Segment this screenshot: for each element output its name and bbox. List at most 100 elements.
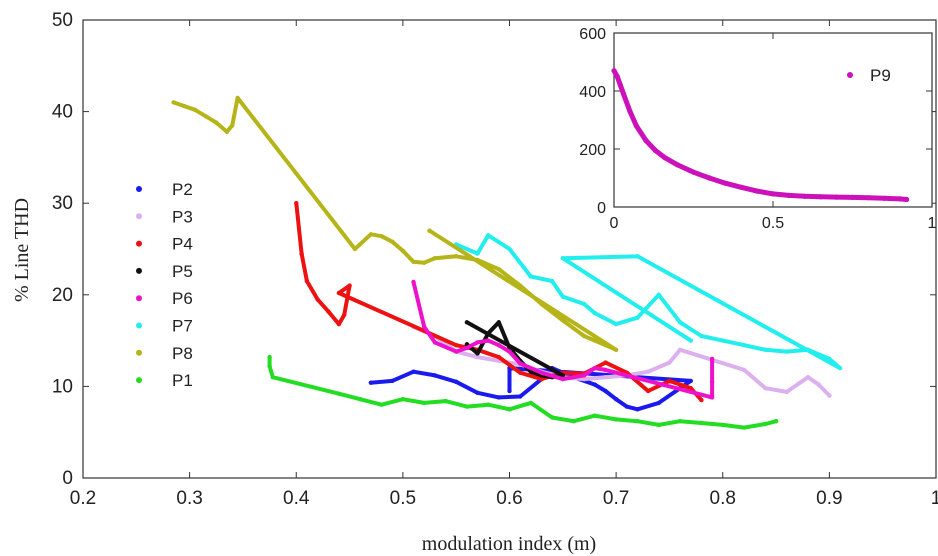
main-legend-marker-p3 bbox=[136, 213, 142, 220]
main-data-point-p3 bbox=[475, 354, 480, 360]
main-data-point-p8 bbox=[203, 114, 208, 119]
inset-plot-frame bbox=[613, 32, 933, 208]
main-data-point-p3 bbox=[741, 367, 747, 373]
main-data-point-p7 bbox=[613, 321, 619, 327]
main-data-point-p4 bbox=[315, 297, 320, 302]
main-data-point-p7 bbox=[720, 338, 725, 343]
main-data-point-p1 bbox=[267, 364, 272, 369]
main-data-point-p7 bbox=[837, 365, 843, 371]
main-series-p6-trace bbox=[411, 280, 715, 400]
main-data-point-p8 bbox=[496, 267, 501, 272]
main-data-point-p7 bbox=[560, 256, 565, 261]
main-data-point-p7 bbox=[827, 356, 832, 362]
inset-data-point-p9 bbox=[620, 91, 627, 97]
main-data-point-p6 bbox=[422, 324, 427, 330]
main-y-tick-label: 10 bbox=[52, 376, 73, 397]
main-data-point-p4 bbox=[603, 360, 608, 365]
main-x-tick-label: 0.6 bbox=[496, 488, 522, 509]
main-y-tick-label: 0 bbox=[62, 468, 73, 489]
main-data-point-p8 bbox=[518, 283, 523, 288]
main-data-point-p7 bbox=[635, 315, 640, 320]
inset-data-point-p9 bbox=[881, 195, 887, 201]
main-x-tick-label: 0.8 bbox=[710, 488, 736, 509]
main-data-point-p7 bbox=[763, 347, 768, 352]
main-data-point-p6 bbox=[709, 395, 715, 400]
main-data-point-p2 bbox=[613, 397, 619, 402]
inset-data-point-p9 bbox=[722, 180, 728, 186]
inset-x-tick-label: 0 bbox=[610, 215, 619, 232]
main-data-point-p7 bbox=[507, 246, 512, 252]
inset-data-point-p9 bbox=[690, 169, 697, 175]
inset-data-point-p9 bbox=[617, 82, 624, 88]
inset-data-point-p9 bbox=[643, 137, 649, 143]
main-data-point-p1 bbox=[549, 415, 555, 420]
main-data-point-p2 bbox=[656, 400, 661, 406]
main-data-point-p6 bbox=[475, 340, 480, 345]
main-data-point-p8 bbox=[214, 120, 219, 125]
main-data-point-p8 bbox=[224, 129, 230, 134]
main-series-p8-trace bbox=[171, 95, 619, 352]
main-data-point-p2 bbox=[432, 373, 438, 378]
main-data-point-p8 bbox=[390, 239, 395, 244]
main-x-tick-label: 0.3 bbox=[176, 488, 202, 509]
main-data-point-p1 bbox=[400, 397, 406, 402]
main-data-point-p6 bbox=[518, 361, 523, 366]
main-data-point-p5 bbox=[464, 320, 470, 325]
main-data-point-p1 bbox=[422, 400, 427, 406]
inset-y-tick-label: 200 bbox=[579, 142, 606, 159]
inset-x-tick-label: 1 bbox=[928, 215, 937, 232]
main-data-point-p6 bbox=[539, 370, 544, 375]
main-data-point-p4 bbox=[539, 376, 544, 382]
main-data-point-p3 bbox=[816, 382, 821, 387]
main-data-point-p7 bbox=[592, 310, 597, 316]
main-data-point-p2 bbox=[688, 378, 693, 384]
main-data-point-p4 bbox=[347, 283, 352, 288]
main-data-point-p8 bbox=[411, 259, 416, 264]
main-data-point-p1 bbox=[358, 397, 363, 402]
main-data-point-p4 bbox=[326, 309, 331, 314]
main-legend-label-p7: P7 bbox=[172, 317, 193, 336]
main-legend: P2 P3 P4 P5 P6 P7 P8 P1 bbox=[136, 180, 193, 390]
main-data-point-p3 bbox=[667, 360, 672, 365]
inset-data-point-p9 bbox=[662, 155, 668, 161]
inset-x-tick-label: 0.5 bbox=[762, 215, 784, 232]
main-data-point-p6 bbox=[454, 349, 459, 354]
main-data-point-p7 bbox=[549, 278, 555, 284]
main-legend-label-p2: P2 bbox=[172, 180, 193, 199]
main-data-point-p6 bbox=[581, 373, 587, 378]
main-data-point-p8 bbox=[581, 333, 587, 339]
inset-data-point-p9 bbox=[904, 196, 910, 203]
main-data-point-p5 bbox=[496, 320, 501, 325]
main-data-point-p2 bbox=[635, 407, 640, 412]
main-data-point-p7 bbox=[677, 320, 683, 325]
main-data-point-p7 bbox=[486, 233, 491, 238]
main-data-point-p3 bbox=[805, 375, 811, 380]
main-data-point-p2 bbox=[603, 388, 608, 394]
main-data-point-p6 bbox=[496, 343, 501, 348]
inset-data-point-p9 bbox=[706, 175, 713, 181]
main-data-point-p7 bbox=[741, 343, 747, 348]
main-data-point-p1 bbox=[677, 419, 683, 424]
main-legend-label-p6: P6 bbox=[172, 289, 193, 308]
main-data-point-p8 bbox=[427, 228, 432, 233]
main-data-point-p7 bbox=[784, 349, 789, 354]
main-data-point-p8 bbox=[613, 347, 619, 352]
x-axis-title: modulation index (m) bbox=[422, 533, 596, 555]
main-data-point-p8 bbox=[539, 301, 544, 307]
inset-data-point-p9 bbox=[865, 195, 872, 201]
inset-data-point-p9 bbox=[802, 193, 808, 199]
main-data-point-p8 bbox=[352, 246, 358, 252]
main-y-tick-label: 40 bbox=[52, 102, 73, 123]
main-data-point-p3 bbox=[645, 369, 651, 374]
main-data-point-p7 bbox=[560, 294, 565, 299]
inset-data-point-p9 bbox=[633, 123, 639, 129]
main-x-tick-label: 0.7 bbox=[603, 488, 629, 509]
main-data-point-p5 bbox=[475, 351, 480, 356]
main-x-tick-label: 0.4 bbox=[283, 488, 310, 509]
main-data-point-p4 bbox=[688, 386, 693, 391]
inset-axis-ticks: 0 0.5 1 0 200 400 600 bbox=[579, 26, 936, 232]
inset-data-point-p9 bbox=[652, 147, 658, 153]
main-data-point-p1 bbox=[613, 417, 619, 422]
main-data-point-p4 bbox=[454, 343, 459, 348]
